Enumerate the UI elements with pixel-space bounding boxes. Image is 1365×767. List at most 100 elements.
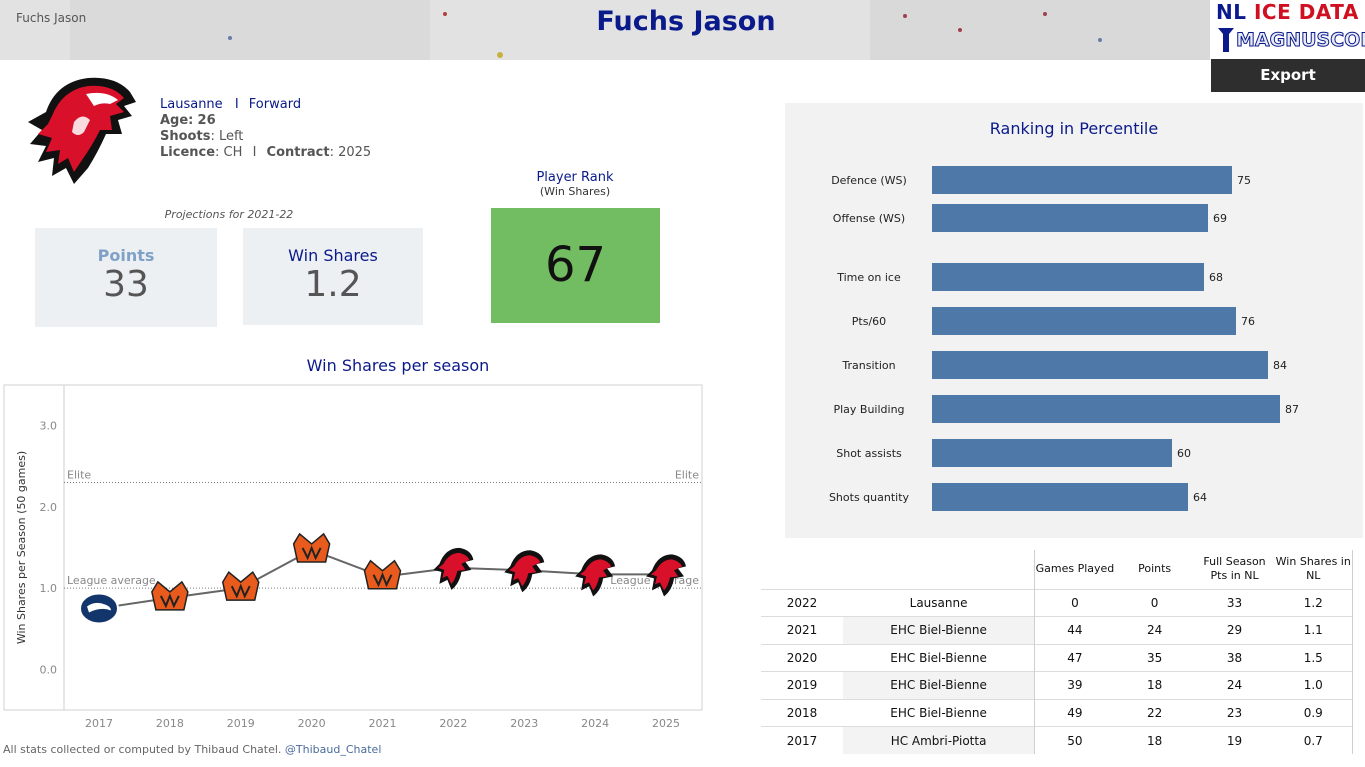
games-played-cell: 44 [1034,616,1115,644]
licence-value: : CH [215,145,243,160]
table-header-row: Games Played Points Full Season Pts in N… [761,550,1353,589]
twitter-handle-link[interactable]: @Thibaud_Chatel [284,743,382,756]
player-rank-subtitle: (Win Shares) [539,185,611,198]
player-team: Lausanne [160,97,223,112]
percentile-bar [932,439,1172,467]
footer-text: All stats collected or computed by Thiba… [3,743,282,756]
player-rank-title: Player Rank [536,170,614,185]
percentile-bar [932,166,1232,194]
brand-text-ice-data: ICE DATA [1253,0,1359,24]
ice-texture-background [0,0,1210,60]
header-points: Points [1138,562,1172,576]
win-shares-card: Win Shares 1.2 [243,228,423,325]
win-shares-cell: 1.5 [1274,643,1353,672]
player-rank-value: 67 [491,208,660,323]
team-cell: EHC Biel-Bienne [842,671,1035,699]
ws-x-tick-label: 2021 [369,717,397,730]
ws-reference-label-left: Elite [67,469,91,482]
header-games-played: Games Played [1034,550,1115,589]
table-row: 2022 Lausanne 0 0 33 1.2 [761,588,1353,617]
win-shares-card-value: 1.2 [304,264,362,305]
ws-data-point [221,570,260,601]
ws-data-point [575,554,616,597]
percentile-bar-chart: Defence (WS) 75 Offense (WS) 69 Time on ice 6… [829,166,1299,511]
percentile-value-label: 69 [1213,212,1227,225]
points-cell: 0 [1114,588,1195,617]
ws-chart-frame [3,384,703,711]
licence-contract-line: Licence: CH I Contract: 2025 [160,145,371,161]
percentile-chart-title: Ranking in Percentile [989,119,1159,138]
points-card-value: 33 [103,264,149,305]
percentile-category-label: Offense (WS) [833,212,905,225]
percentile-bar [932,395,1280,423]
full-season-pts-cell: 24 [1194,671,1275,699]
age-value: 26 [197,113,216,128]
full-season-pts-cell: 23 [1194,698,1275,727]
season-stats-table: Games Played Points Full Season Pts in N… [761,550,1353,754]
win-shares-cell: 0.7 [1274,726,1353,754]
ws-y-tick-label: 2.0 [40,501,58,514]
points-cell: 18 [1114,726,1195,754]
percentile-value-label: 84 [1273,359,1287,372]
season-cell: 2020 [761,643,843,672]
season-cell: 2019 [761,671,843,699]
percentile-value-label: 75 [1237,174,1251,187]
brand-text-magnuscorsi: MAGNUSCORSI [1236,29,1365,51]
season-cell: 2022 [761,588,843,617]
full-season-pts-cell: 29 [1194,616,1275,644]
age-line: Age: 26 [160,113,371,129]
percentile-bar [932,351,1268,379]
player-name-small: Fuchs Jason [16,11,87,25]
games-played-cell: 39 [1034,671,1115,699]
season-cell: 2017 [761,726,843,754]
ws-x-tick-label: 2018 [156,717,184,730]
team-logo-lausanne-lion [28,77,136,184]
table-row: 2017 HC Ambri-Piotta 50 18 19 0.7 [761,726,1353,754]
win-shares-cell: 1.2 [1274,588,1353,617]
percentile-bar [932,483,1188,511]
games-played-cell: 0 [1034,588,1115,617]
projections-caption: Projections for 2021-22 [164,208,294,221]
info-separator: I [234,97,239,112]
header-team [843,550,1035,589]
percentile-category-label: Time on ice [836,271,901,284]
percentile-bar [932,204,1208,232]
win-shares-line-chart: 0.0 1.0 2.0 3.0 Win Shares per Season (50 ga… [3,384,703,730]
percentile-category-label: Pts/60 [852,315,886,328]
percentile-value-label: 87 [1285,403,1299,416]
points-cell: 18 [1114,671,1195,699]
percentile-value-label: 76 [1241,315,1255,328]
brand-text: NL ICE DATA [1216,0,1359,24]
player-position: Forward [248,97,302,112]
ws-data-point [646,554,686,597]
header-season [761,550,843,589]
full-season-pts-cell: 19 [1194,726,1275,754]
full-season-pts-cell: 33 [1194,588,1275,617]
licence-label: Licence [160,145,216,160]
ws-x-tick-label: 2025 [652,717,680,730]
contract-label: Contract [266,145,330,160]
shoots-value: : Left [210,129,244,144]
ws-y-axis-label: Win Shares per Season (50 games) [15,451,28,644]
team-cell: EHC Biel-Bienne [842,698,1035,727]
header-win-shares: Win Shares in NL [1274,550,1353,589]
win-shares-cell: 1.0 [1274,671,1353,699]
ws-y-tick-label: 0.0 [40,663,58,676]
games-played-cell: 50 [1034,726,1115,754]
ws-x-tick-label: 2022 [439,717,467,730]
season-cell: 2018 [761,698,843,727]
shoots-label: Shoots [160,129,211,144]
table-row: 2020 EHC Biel-Bienne 47 35 38 1.5 [761,643,1353,672]
export-button[interactable]: Export [1211,59,1365,92]
header-full-season-pts: Full Season Pts in NL [1203,555,1266,583]
percentile-category-label: Defence (WS) [831,174,907,187]
ws-data-point [363,559,402,590]
percentile-category-label: Play Building [833,403,904,416]
percentile-value-label: 64 [1193,491,1207,504]
win-shares-cell: 0.9 [1274,698,1353,727]
ws-reference-label-left: League average [67,574,156,587]
ws-chart-title: Win Shares per season [306,356,490,375]
team-cell: EHC Biel-Bienne [842,616,1035,644]
percentile-category-label: Transition [841,359,895,372]
win-shares-card-label: Win Shares [288,246,378,265]
